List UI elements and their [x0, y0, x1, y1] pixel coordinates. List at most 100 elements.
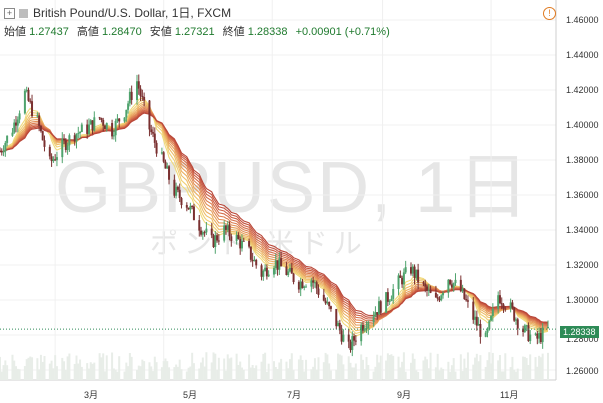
ema-line: [0, 109, 549, 326]
candle-body: [500, 303, 503, 305]
candle-body: [322, 294, 325, 301]
candle-body: [289, 267, 292, 272]
volume-bar: [310, 369, 313, 380]
candle-body: [191, 205, 194, 207]
candle-body: [415, 269, 418, 278]
candle-body: [105, 123, 108, 129]
candle-body: [6, 135, 9, 143]
volume-bar: [102, 353, 105, 380]
candle-body: [273, 267, 275, 275]
volume-bar: [488, 352, 491, 380]
candle-body: [264, 267, 267, 271]
candle-body: [386, 292, 389, 302]
x-tick-label: 7月: [287, 390, 302, 400]
candle-body: [112, 135, 115, 137]
candle-body: [31, 101, 34, 117]
volume-bar: [502, 371, 505, 380]
volume-bar: [230, 357, 233, 380]
y-tick-label: 1.30000: [566, 295, 599, 305]
candle-body: [301, 281, 304, 288]
volume-bar: [41, 361, 44, 380]
y-tick-label: 1.40000: [566, 120, 599, 130]
volume-bar: [23, 366, 26, 380]
candle-body: [450, 284, 453, 288]
volume-bar: [175, 364, 178, 380]
volume-bar: [335, 369, 338, 380]
candle-body: [187, 207, 190, 210]
volume-bar: [424, 356, 427, 380]
candle-body: [514, 319, 517, 321]
volume-bar: [36, 358, 39, 380]
expand-icon[interactable]: +: [4, 8, 15, 20]
volume-bar: [509, 367, 512, 380]
candle-body: [139, 88, 142, 97]
volume-bar: [11, 354, 14, 380]
candle-body: [201, 232, 204, 235]
candle-body: [89, 120, 92, 125]
volume-bar: [273, 361, 275, 380]
candle-body: [41, 131, 44, 141]
candle-body: [80, 124, 83, 132]
candle-body: [180, 198, 183, 206]
candle-body: [392, 288, 395, 299]
candle-body: [529, 334, 532, 342]
candle-body: [217, 240, 220, 242]
volume-bar: [388, 354, 391, 380]
volume-bar: [66, 356, 69, 380]
volume-bar: [472, 364, 475, 380]
candle-body: [66, 145, 69, 150]
volume-bar: [365, 356, 368, 380]
symbol-icon[interactable]: [19, 9, 28, 19]
candle-body: [274, 260, 277, 268]
volume-bar: [89, 362, 92, 380]
candle-body: [379, 301, 382, 313]
volume-bar: [267, 363, 270, 380]
candle-body: [285, 266, 288, 275]
candle-body: [299, 281, 302, 290]
candle-body: [54, 159, 57, 161]
volume-bar: [474, 357, 477, 380]
candle-body: [239, 239, 242, 249]
candle-body: [429, 289, 432, 293]
volume-bar: [385, 360, 388, 380]
volume-bar: [116, 371, 119, 380]
volume-bar: [212, 352, 215, 380]
candle-body: [230, 236, 233, 241]
volume-bar: [287, 368, 290, 380]
alert-icon[interactable]: !: [543, 7, 556, 20]
volume-bar: [100, 357, 103, 380]
volume-bar: [338, 354, 341, 380]
candle-body: [248, 241, 251, 247]
chart-title: British Pound/U.S. Dollar, 1日, FXCM: [33, 6, 232, 20]
candle-body: [118, 118, 121, 122]
volume-bar: [39, 354, 42, 380]
volume-bar: [162, 361, 165, 380]
candle-body: [442, 292, 445, 296]
candle-body: [436, 297, 439, 299]
candle-body: [18, 113, 21, 120]
volume-bar: [479, 355, 482, 380]
volume-bar: [143, 361, 146, 380]
candle-body: [15, 122, 18, 126]
volume-bar: [312, 366, 315, 380]
y-tick-label: 1.28000: [566, 334, 599, 344]
candle-body: [290, 267, 293, 274]
volume-bar: [376, 354, 379, 380]
volume-bar: [111, 352, 114, 380]
volume-bar: [274, 367, 277, 380]
candle-body: [454, 279, 457, 284]
candle-body: [297, 282, 300, 290]
volume-bar: [392, 355, 395, 380]
volume-bar: [216, 369, 219, 380]
candle-body: [240, 240, 243, 249]
candle-body: [102, 119, 105, 126]
volume-bar: [427, 368, 430, 380]
volume-bar: [228, 358, 231, 380]
candle-body: [347, 334, 350, 342]
volume-bar: [248, 354, 251, 380]
candle-body: [235, 234, 238, 241]
candle-body: [255, 259, 258, 266]
candle-body: [490, 316, 493, 321]
candle-body: [39, 125, 42, 132]
